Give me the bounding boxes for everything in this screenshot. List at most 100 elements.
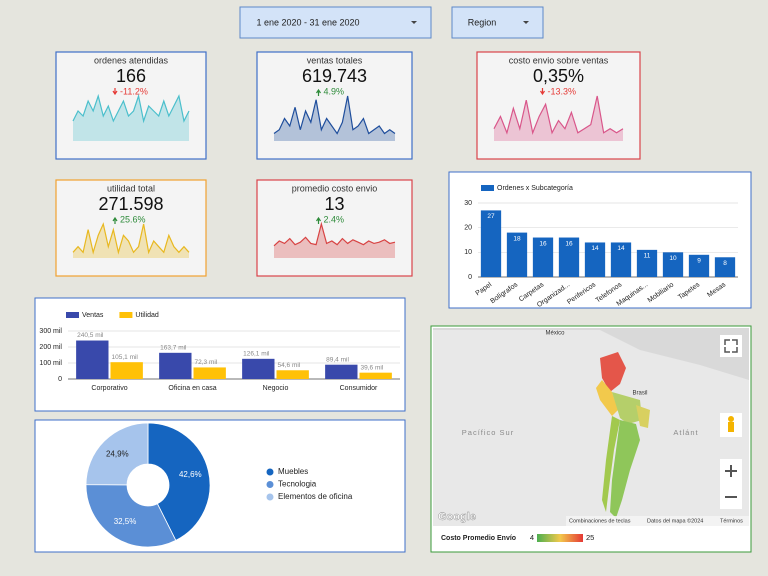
bar <box>662 252 684 277</box>
y-tick-label: 10 <box>464 249 472 256</box>
value-label: 9 <box>697 258 701 265</box>
scorecard-change: 2.4% <box>324 214 345 224</box>
value-label: 18 <box>513 235 521 242</box>
slice-label: 42,6% <box>179 470 202 479</box>
value-label: 89,4 mil <box>326 356 349 363</box>
y-tick-label: 300 mil <box>39 328 62 335</box>
map-footer[interactable]: Combinaciones de teclas <box>569 518 631 524</box>
bar <box>714 257 736 277</box>
country-colombia <box>600 352 626 392</box>
value-label: 39,6 mil <box>361 364 384 371</box>
bar <box>506 232 528 277</box>
legend-label: Tecnologia <box>278 480 317 489</box>
legend-dot <box>266 493 274 501</box>
slice-label: 32,5% <box>114 517 137 526</box>
scorecard-change: -13.3% <box>548 86 577 96</box>
bar <box>325 364 358 379</box>
scorecard-title: utilidad total <box>107 183 155 193</box>
legend-gradient <box>537 534 583 542</box>
scorecard <box>55 179 207 277</box>
category-panel <box>34 419 406 553</box>
change-arrow <box>316 88 321 96</box>
legend-swatch <box>66 312 79 318</box>
value-label: 11 <box>644 253 651 260</box>
scorecard <box>256 51 413 160</box>
map-footer[interactable]: Términos <box>720 518 743 524</box>
bar <box>636 249 658 277</box>
donut-slice <box>85 422 149 486</box>
fullscreen-icon <box>724 339 738 353</box>
country-chile <box>602 416 620 512</box>
scorecard-change: 25.6% <box>120 214 146 224</box>
scorecard-title: ordenes atendidas <box>94 55 169 65</box>
sparkline <box>273 221 396 247</box>
scorecard <box>256 179 413 277</box>
change-arrow <box>112 88 118 96</box>
scorecard-value: 619.743 <box>302 66 367 86</box>
country-peru <box>596 380 618 416</box>
date-range[interactable]: 1 ene 2020 - 31 ene 2020 <box>256 17 359 27</box>
scorecard-change: 4.9% <box>324 86 345 96</box>
donut-slice <box>147 422 211 541</box>
fullscreen-button[interactable] <box>720 335 742 357</box>
value-label: 14 <box>591 245 599 252</box>
scorecard-value: 166 <box>116 66 146 86</box>
legend-swatch <box>481 185 494 191</box>
sparkline-area <box>274 96 395 141</box>
map-label: Atlánt <box>673 428 698 437</box>
value-label: 126,1 mil <box>243 351 270 358</box>
value-label: 14 <box>617 245 625 252</box>
sparkline-area <box>73 224 189 258</box>
legend-dot <box>266 468 274 476</box>
bar <box>76 340 109 379</box>
value-label: 10 <box>669 255 677 262</box>
scorecard-change: -11.2% <box>120 86 148 96</box>
country-bolivia <box>612 392 642 424</box>
dropdown-arrow <box>411 21 417 24</box>
map-footer: Datos del mapa ©2024 <box>647 517 703 524</box>
y-tick-label: 0 <box>58 376 62 383</box>
y-tick-label: 200 mil <box>39 344 62 351</box>
legend-min: 4 <box>530 533 534 542</box>
map-footer-bg <box>566 516 749 526</box>
y-tick-label: 30 <box>464 200 472 207</box>
legend-label: Elementos de oficina <box>278 492 353 501</box>
x-tick-label: Corporativo <box>91 385 127 392</box>
date-dropdown[interactable] <box>239 6 432 39</box>
scorecard-title: ventas totales <box>307 55 363 65</box>
legend-label: Ordenes x Subcategoría <box>497 185 573 192</box>
scorecard-title: costo envio sobre ventas <box>509 55 609 65</box>
region-dropdown[interactable] <box>451 6 544 39</box>
sparkline-area <box>494 96 623 141</box>
sparkline-area <box>73 96 189 141</box>
legend-title: Costo Promedio Envío <box>441 535 516 542</box>
legend-max: 25 <box>586 533 594 542</box>
pegman-icon <box>728 422 734 432</box>
bar <box>159 352 192 379</box>
legend-dot <box>266 481 274 488</box>
map-label: Pacífico Sur <box>462 428 514 437</box>
bar <box>110 362 143 379</box>
bar <box>480 210 502 277</box>
bar <box>610 242 632 277</box>
value-label: 16 <box>565 240 573 247</box>
dropdown-arrow <box>523 21 529 24</box>
legend-swatch <box>119 312 133 318</box>
country-paraguay <box>636 405 650 428</box>
legend-label: Utilidad <box>135 312 158 319</box>
value-label: 27 <box>487 213 495 220</box>
bar <box>193 367 226 379</box>
sparkline-area <box>274 224 395 258</box>
map-label: Brasil <box>632 391 647 397</box>
pegman-icon <box>728 416 734 422</box>
value-label: 54,6 mil <box>278 362 301 369</box>
y-tick-label: 20 <box>464 225 472 232</box>
bar <box>584 242 606 277</box>
bar <box>359 372 392 379</box>
country-argentina <box>610 420 640 518</box>
x-tick-label: Oficina en casa <box>168 385 216 392</box>
bar <box>242 358 275 379</box>
legend-label: Muebles <box>278 467 308 476</box>
region-label[interactable]: Region <box>468 17 497 27</box>
